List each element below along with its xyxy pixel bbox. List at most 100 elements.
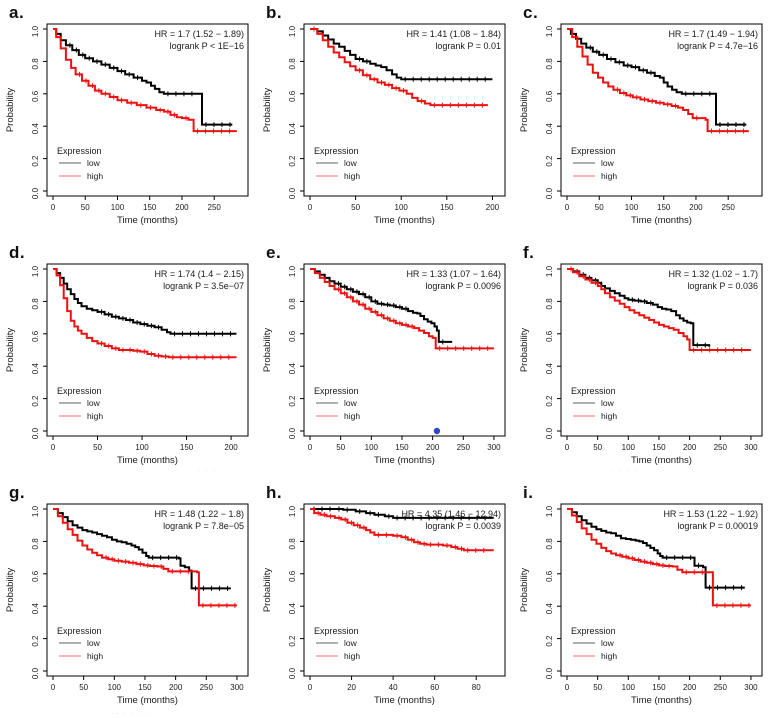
svg-text:0.8: 0.8 <box>545 58 554 70</box>
svg-text:0.4: 0.4 <box>31 123 40 135</box>
svg-text:80: 80 <box>472 683 481 692</box>
svg-text:0.2: 0.2 <box>31 155 40 167</box>
km-panel-h: h. 0.0 0.2 0.4 0.6 0.8 1.0 0 20 40 60 80 Time (mont… <box>257 480 514 718</box>
svg-text:0.4: 0.4 <box>288 123 297 135</box>
panel-label-i: i. <box>523 483 534 502</box>
svg-text:HR = 4.35 (1.46 − 12.94): HR = 4.35 (1.46 − 12.94) <box>401 509 501 519</box>
svg-text:0.6: 0.6 <box>31 90 40 102</box>
svg-text:Expression: Expression <box>57 146 102 156</box>
svg-text:logrank P = 0.00019: logrank P = 0.00019 <box>677 521 758 531</box>
svg-text:1.0: 1.0 <box>288 25 297 37</box>
svg-text:0.6: 0.6 <box>545 90 554 102</box>
svg-text:high: high <box>87 651 103 661</box>
svg-text:low: low <box>601 398 615 408</box>
svg-text:0.4: 0.4 <box>288 603 297 615</box>
svg-text:1.0: 1.0 <box>31 505 40 517</box>
svg-text:low: low <box>87 638 101 648</box>
svg-text:0: 0 <box>565 683 570 692</box>
svg-text:100: 100 <box>135 443 149 452</box>
svg-text:0.2: 0.2 <box>545 155 554 167</box>
svg-text:Time (months): Time (months) <box>374 215 435 226</box>
svg-text:1.0: 1.0 <box>288 505 297 517</box>
svg-text:Time (months): Time (months) <box>374 695 435 706</box>
svg-text:0.0: 0.0 <box>288 187 297 199</box>
svg-text:logrank P = 7.8e−05: logrank P = 7.8e−05 <box>163 521 244 531</box>
svg-text:HR = 1.7 (1.52 − 1.89): HR = 1.7 (1.52 − 1.89) <box>154 29 244 39</box>
svg-text:0.6: 0.6 <box>288 90 297 102</box>
svg-text:low: low <box>344 158 358 168</box>
km-panel-d: d. 0.0 0.2 0.4 0.6 0.8 1.0 0 50 100 150 200 Time (m… <box>0 240 257 480</box>
km-plot-b: 0.0 0.2 0.4 0.6 0.8 1.0 0 50 100 150 200 Time (mont… <box>262 23 506 226</box>
svg-text:logrank P < 1E−16: logrank P < 1E−16 <box>170 41 244 51</box>
svg-text:200: 200 <box>683 683 697 692</box>
svg-text:Probability: Probability <box>262 328 273 373</box>
panel-label-c: c. <box>523 3 539 22</box>
svg-text:150: 150 <box>652 683 666 692</box>
km-panel-c: c. 0.0 0.2 0.4 0.6 0.8 1.0 0 50 100 150 200 250 Time… <box>514 0 772 240</box>
svg-text:Time (months): Time (months) <box>374 455 435 466</box>
svg-text:0.4: 0.4 <box>31 603 40 615</box>
svg-text:0.8: 0.8 <box>31 538 40 550</box>
svg-text:low: low <box>87 158 101 168</box>
km-plot-c: 0.0 0.2 0.4 0.6 0.8 1.0 0 50 100 150 200 250 Time (m… <box>519 23 763 226</box>
svg-text:150: 150 <box>657 203 671 212</box>
svg-text:HR = 1.41 (1.08 − 1.84): HR = 1.41 (1.08 − 1.84) <box>406 29 501 39</box>
svg-text:0.0: 0.0 <box>288 667 297 679</box>
svg-text:50: 50 <box>79 683 88 692</box>
svg-text:300: 300 <box>487 443 501 452</box>
svg-text:200: 200 <box>689 203 703 212</box>
svg-text:Probability: Probability <box>262 88 273 133</box>
svg-text:0.8: 0.8 <box>31 58 40 70</box>
svg-text:0.2: 0.2 <box>288 155 297 167</box>
svg-text:50: 50 <box>336 443 345 452</box>
svg-text:250: 250 <box>722 203 736 212</box>
svg-text:150: 150 <box>143 203 157 212</box>
svg-text:0: 0 <box>565 443 570 452</box>
svg-text:0.2: 0.2 <box>545 395 554 407</box>
svg-text:150: 150 <box>440 203 454 212</box>
svg-text:low: low <box>344 398 358 408</box>
svg-text:Probability: Probability <box>5 88 16 133</box>
svg-text:HR = 1.48 (1.22 − 1.8): HR = 1.48 (1.22 − 1.8) <box>154 509 244 519</box>
svg-text:0.8: 0.8 <box>545 538 554 550</box>
svg-text:150: 150 <box>138 683 152 692</box>
svg-text:0.6: 0.6 <box>545 570 554 582</box>
svg-text:0: 0 <box>51 203 56 212</box>
svg-text:high: high <box>601 171 617 181</box>
svg-text:0: 0 <box>308 683 313 692</box>
svg-text:50: 50 <box>593 443 602 452</box>
svg-text:Expression: Expression <box>571 386 616 396</box>
km-panel-a: a. 0.0 0.2 0.4 0.6 0.8 1.0 0 50 100 150 200 250 Time… <box>0 0 257 240</box>
svg-text:1.0: 1.0 <box>545 265 554 277</box>
svg-text:low: low <box>344 638 358 648</box>
panel-label-a: a. <box>9 3 25 22</box>
svg-text:high: high <box>601 651 617 661</box>
svg-text:100: 100 <box>365 443 379 452</box>
svg-text:Time (months): Time (months) <box>117 215 178 226</box>
svg-text:high: high <box>87 411 103 421</box>
svg-text:50: 50 <box>81 203 90 212</box>
svg-text:0.0: 0.0 <box>31 667 40 679</box>
svg-text:low: low <box>601 158 615 168</box>
svg-text:100: 100 <box>622 443 636 452</box>
svg-text:0.4: 0.4 <box>288 363 297 375</box>
svg-text:300: 300 <box>744 683 758 692</box>
panel-label-f: f. <box>523 243 535 262</box>
panel-label-b: b. <box>266 3 283 22</box>
svg-text:50: 50 <box>351 203 360 212</box>
svg-text:0.6: 0.6 <box>31 330 40 342</box>
panel-label-e: e. <box>266 243 282 262</box>
km-panel-i: i. 0.0 0.2 0.4 0.6 0.8 1.0 0 50 100 150 200 250 300 T… <box>514 480 772 718</box>
svg-text:0.8: 0.8 <box>288 538 297 550</box>
svg-text:0.2: 0.2 <box>545 635 554 647</box>
svg-text:Time (months): Time (months) <box>631 215 692 226</box>
svg-text:Expression: Expression <box>314 626 359 636</box>
svg-text:Probability: Probability <box>5 568 16 613</box>
svg-text:Time (months): Time (months) <box>631 695 692 706</box>
svg-text:0.6: 0.6 <box>545 330 554 342</box>
km-panel-g: g. 0.0 0.2 0.4 0.6 0.8 1.0 0 50 100 150 200 250 300 T… <box>0 480 257 718</box>
svg-text:high: high <box>344 171 360 181</box>
svg-text:Expression: Expression <box>571 146 616 156</box>
km-plot-i: 0.0 0.2 0.4 0.6 0.8 1.0 0 50 100 150 200 250 300 Time… <box>519 503 763 706</box>
svg-text:200: 200 <box>426 443 440 452</box>
